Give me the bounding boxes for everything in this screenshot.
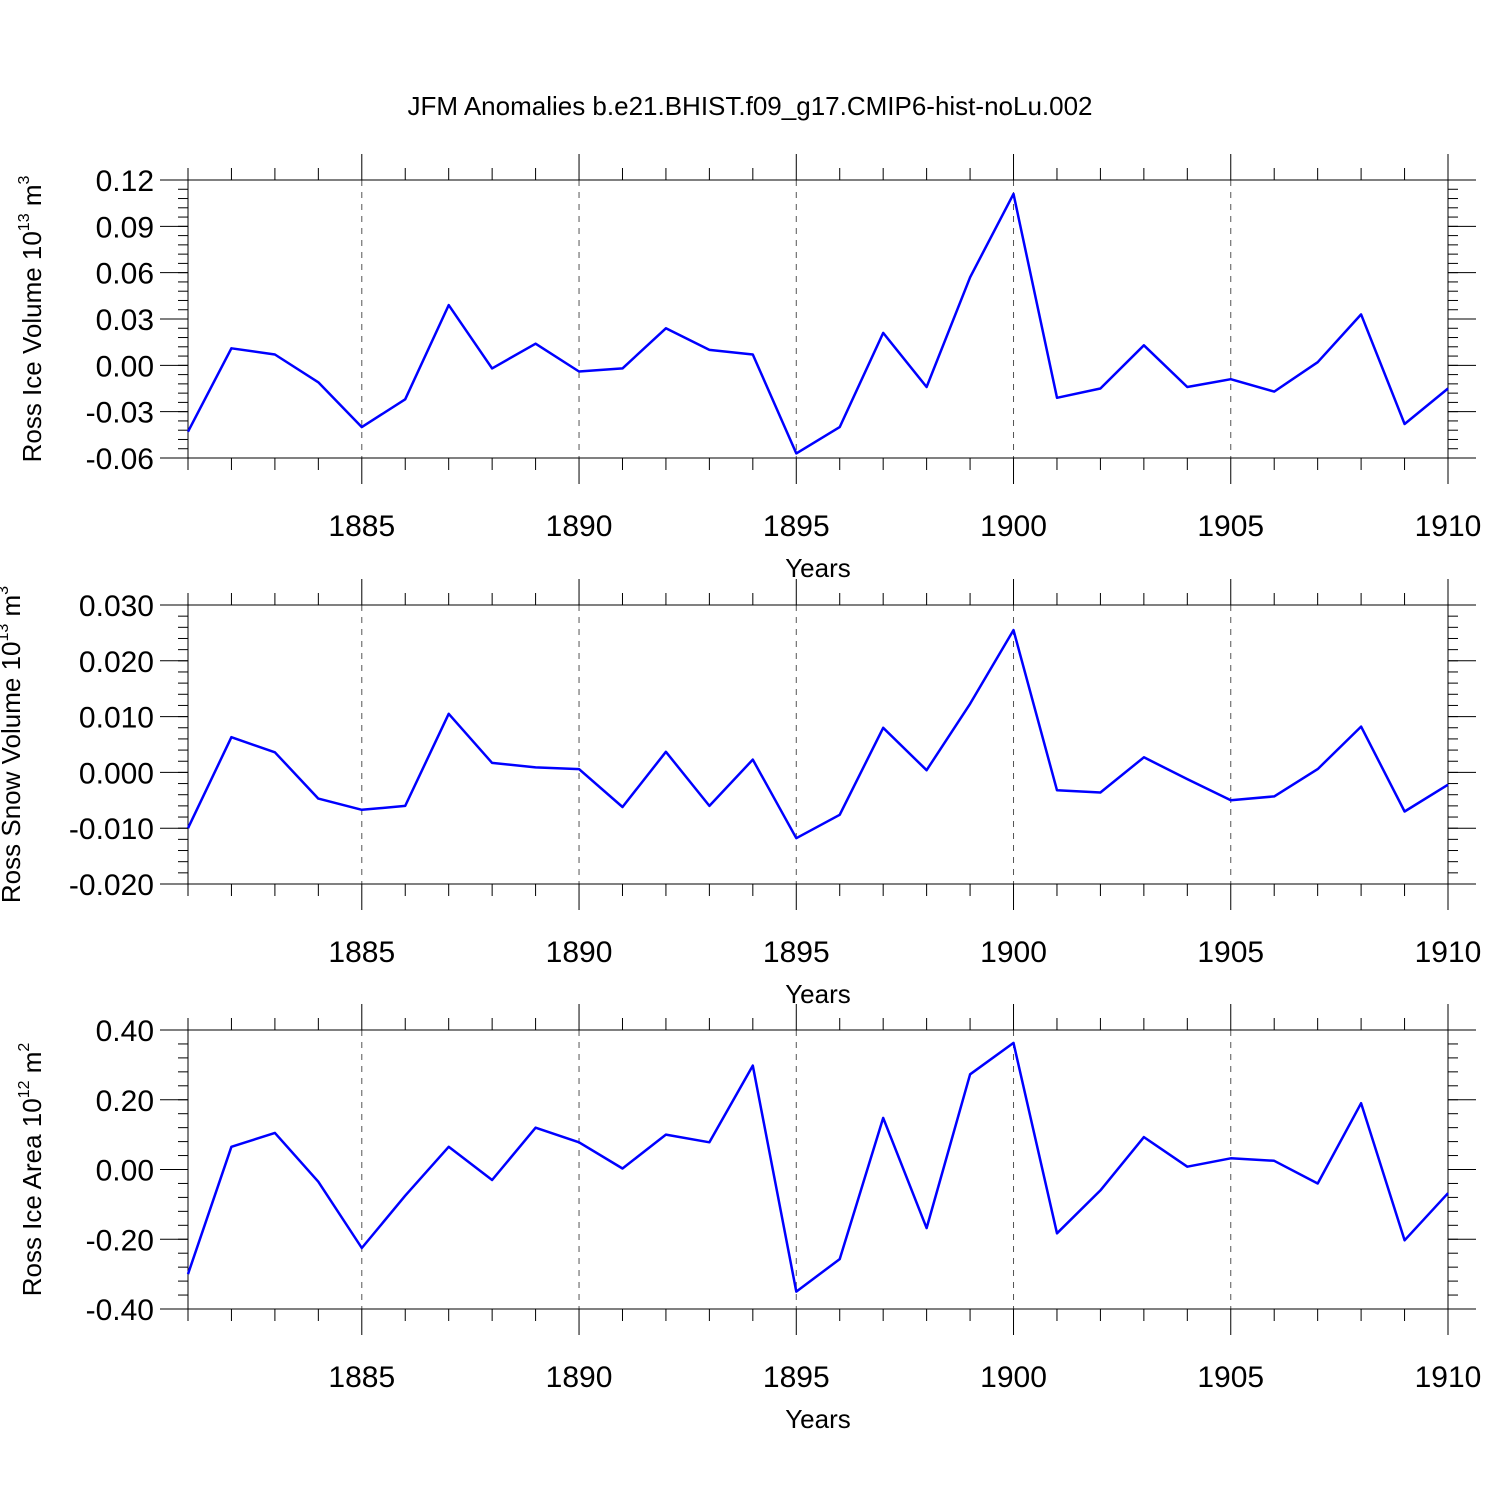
x-tick-label: 1885 — [328, 936, 395, 969]
x-tick-label: 1910 — [1415, 510, 1482, 543]
y-tick-label: -0.020 — [69, 869, 154, 902]
y-tick-label: 0.03 — [96, 304, 154, 337]
series-line — [186, 1041, 1449, 1293]
y-tick-label: 0.010 — [79, 702, 154, 735]
y-tick-label: 0.000 — [79, 757, 154, 790]
x-tick-label: 1910 — [1415, 1361, 1482, 1394]
y-tick-label: -0.010 — [69, 813, 154, 846]
y-axis-title: Ross Snow Volume 1013 m3 — [0, 586, 26, 903]
x-tick-label: 1895 — [763, 510, 830, 543]
x-tick-label: 1895 — [763, 1361, 830, 1394]
x-tick-label: 1885 — [328, 1361, 395, 1394]
figure-title: JFM Anomalies b.e21.BHIST.f09_g17.CMIP6-… — [407, 91, 1092, 121]
x-tick-label: 1890 — [546, 1361, 613, 1394]
x-axis-title: Years — [785, 979, 851, 1009]
y-axis-title: Ross Ice Volume 1013 m3 — [16, 175, 47, 462]
y-tick-label: 0.06 — [96, 258, 154, 291]
y-tick-label: -0.20 — [86, 1224, 154, 1257]
y-tick-label: 0.12 — [96, 165, 154, 198]
x-tick-label: 1900 — [980, 936, 1047, 969]
series-line — [186, 628, 1449, 840]
y-tick-label: 0.00 — [96, 1155, 154, 1188]
panel-3: -0.40 -0.20 0.00 0.20 0.40 1885 1890 1895 1900 19… — [16, 1004, 1481, 1434]
plot-frame — [187, 1029, 1449, 1310]
x-tick-label: 1905 — [1197, 510, 1264, 543]
panel-1: -0.06 -0.03 0.00 0.03 0.06 0.09 0.12 1885 1890 18… — [16, 154, 1481, 583]
x-tick-label: 1890 — [546, 936, 613, 969]
x-tick-label: 1885 — [328, 510, 395, 543]
x-tick-label: 1895 — [763, 936, 830, 969]
x-tick-label: 1890 — [546, 510, 613, 543]
panel-2: -0.020 -0.010 0.000 0.010 0.020 0.030 1885 1890… — [0, 579, 1481, 1009]
y-tick-label: -0.40 — [86, 1294, 154, 1327]
x-tick-label: 1910 — [1415, 936, 1482, 969]
x-tick-label: 1900 — [980, 510, 1047, 543]
y-tick-label: 0.40 — [96, 1015, 154, 1048]
y-tick-label: 0.09 — [96, 211, 154, 244]
y-tick-label: 0.20 — [96, 1085, 154, 1118]
y-tick-label: -0.06 — [86, 443, 154, 476]
y-axis-title: Ross Ice Area 1012 m2 — [16, 1043, 47, 1297]
x-axis-title: Years — [785, 553, 851, 583]
series-line — [186, 192, 1449, 455]
plot-frame — [187, 604, 1449, 885]
y-tick-label: 0.020 — [79, 646, 154, 679]
y-tick-label: 0.030 — [79, 590, 154, 623]
x-axis-title: Years — [785, 1404, 851, 1434]
x-tick-label: 1905 — [1197, 936, 1264, 969]
y-tick-label: 0.00 — [96, 350, 154, 383]
x-tick-label: 1900 — [980, 1361, 1047, 1394]
y-tick-label: -0.03 — [86, 397, 154, 430]
panels: -0.06 -0.03 0.00 0.03 0.06 0.09 0.12 1885 1890 18… — [0, 154, 1481, 1434]
x-tick-label: 1905 — [1197, 1361, 1264, 1394]
